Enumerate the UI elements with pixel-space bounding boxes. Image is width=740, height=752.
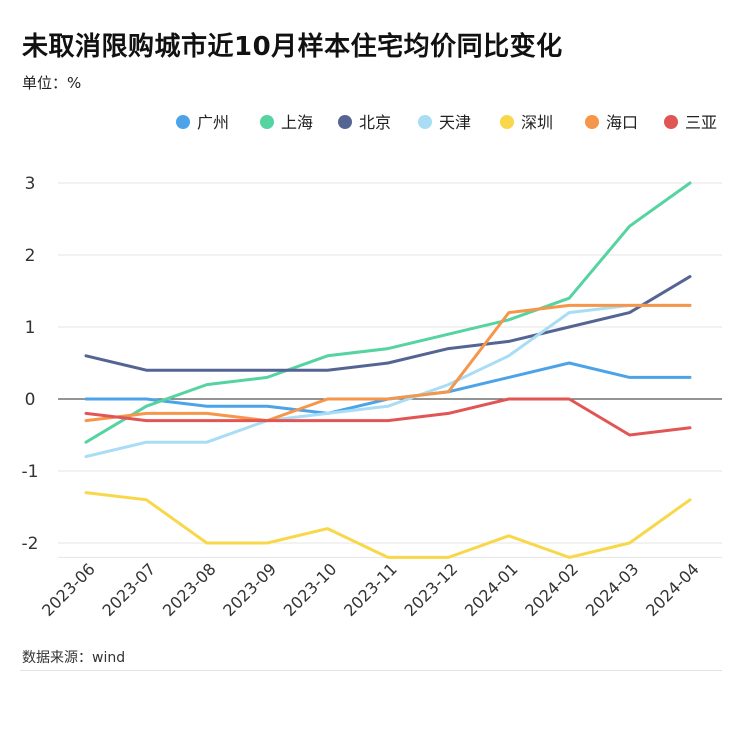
legend-marker [260,115,274,129]
unit-label: 单位：% [22,72,81,93]
unit-value: % [67,74,82,92]
x-tick-label: 2024-02 [521,559,582,620]
series-line-海口 [84,303,692,423]
x-tick-label: 2023-09 [219,559,280,620]
series-line-上海 [84,181,692,444]
legend-marker [585,115,599,129]
unit-prefix: 单位： [22,74,68,92]
legend-label: 天津 [439,113,471,132]
x-tick-label: 2024-01 [461,559,522,620]
x-tick-label: 2023-07 [99,559,160,620]
series-line-北京 [84,275,692,372]
y-tick-label: -2 [22,534,39,554]
legend-label: 三亚 [685,113,717,132]
legend-label: 广州 [197,113,229,132]
y-tick-label: 3 [25,174,36,194]
y-tick-label: -1 [22,462,39,482]
x-tick-label: 2023-12 [401,559,462,620]
x-tick-label: 2023-08 [159,559,220,620]
legend-marker [418,115,432,129]
data-source: 数据来源：wind [22,650,126,666]
legend-marker [500,115,514,129]
x-tick-label: 2023-06 [38,559,99,620]
series-line-深圳 [84,491,692,559]
y-tick-label: 2 [25,246,36,266]
legend-label: 深圳 [521,113,553,132]
legend-marker [176,115,190,129]
x-tick-label: 2023-10 [280,559,341,620]
bottom-divider [20,670,722,671]
chart-title: 未取消限购城市近10月样本住宅均价同比变化 [22,32,563,62]
legend-label: 海口 [606,113,638,132]
series-line-天津 [84,303,692,459]
y-tick-label: 1 [25,318,36,338]
x-tick-label: 2024-04 [642,559,703,620]
y-tick-label: 0 [25,390,36,410]
x-tick-label: 2023-11 [340,559,401,620]
x-tick-label: 2024-03 [582,559,643,620]
legend-marker [664,115,678,129]
legend-marker [338,115,352,129]
legend-label: 上海 [281,113,313,132]
series-line-三亚 [84,397,692,437]
legend-label: 北京 [359,113,391,132]
